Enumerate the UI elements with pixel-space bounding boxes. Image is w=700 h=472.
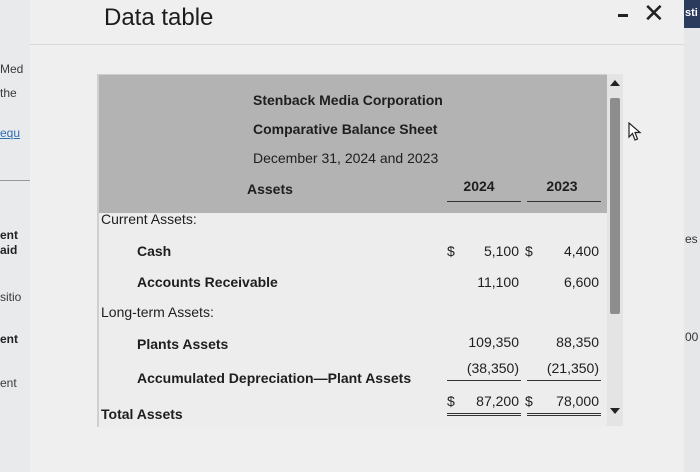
- total-assets-2024: 87,200: [476, 393, 519, 409]
- bg-topbar: sti: [684, 0, 700, 28]
- accum-dep-2023: (21,350): [546, 360, 599, 376]
- accum-dep-2024: (38,350): [466, 360, 519, 376]
- currency-symbol: $: [447, 393, 455, 409]
- subtotal-rule-2023: [527, 380, 601, 381]
- currency-symbol: $: [525, 393, 533, 409]
- balance-sheet-table: Stenback Media Corporation Comparative B…: [97, 74, 607, 427]
- bg-text: ent: [0, 332, 18, 346]
- row-label-accumulated-depreciation: Accumulated Depreciation—Plant Assets: [137, 370, 412, 386]
- currency-symbol: $: [447, 243, 455, 259]
- total-assets-2023: 78,000: [556, 393, 599, 409]
- background-app-left: Med the equ ent aid sitio ent ent: [0, 0, 30, 472]
- currency-symbol: $: [525, 243, 533, 259]
- subtotal-rule-2024: [447, 380, 521, 381]
- bg-text: aid: [0, 243, 18, 257]
- ar-2023: 6,600: [563, 274, 599, 290]
- dialog-title: Data table: [104, 4, 214, 31]
- scroll-thumb[interactable]: [610, 98, 620, 314]
- data-table-dialog: Data table ✕ Stenback Media Corporation …: [30, 0, 684, 472]
- titlebar-divider: [30, 44, 684, 45]
- bg-text: Med: [0, 62, 24, 76]
- bg-text: the: [0, 86, 17, 100]
- row-label-plant-assets: Plants Assets: [137, 336, 229, 352]
- table-scrollbar[interactable]: [607, 74, 623, 426]
- bg-topbar-text: sti: [685, 7, 698, 19]
- bg-text: 00: [685, 330, 699, 344]
- minimize-button[interactable]: [614, 2, 634, 26]
- column-rule-2024: [447, 201, 521, 202]
- background-app-right: sti es 00: [684, 0, 700, 472]
- bg-text: sitio: [0, 290, 22, 304]
- scroll-down-arrow-icon[interactable]: [610, 408, 620, 414]
- bg-text: ent: [0, 228, 18, 242]
- cash-2024: 5,100: [483, 243, 519, 259]
- bg-link[interactable]: equ: [0, 126, 21, 140]
- bg-divider: [0, 180, 30, 181]
- column-header-2024: 2024: [463, 178, 495, 194]
- group-long-term-assets: Long-term Assets:: [101, 304, 214, 320]
- table-header-shade: [99, 75, 607, 213]
- row-label-total-assets: Total Assets: [101, 406, 183, 422]
- group-current-assets: Current Assets:: [101, 211, 197, 227]
- row-label-accounts-receivable: Accounts Receivable: [137, 274, 278, 290]
- column-header-2023: 2023: [546, 178, 578, 194]
- plant-assets-2024: 109,350: [468, 334, 519, 350]
- total-double-rule-2023: [527, 413, 601, 416]
- cash-2023: 4,400: [563, 243, 599, 259]
- company-name: Stenback Media Corporation: [253, 92, 443, 108]
- total-double-rule-2024: [447, 413, 521, 416]
- scroll-up-arrow-icon[interactable]: [610, 80, 620, 86]
- row-label-cash: Cash: [137, 243, 172, 259]
- bg-text: ent: [0, 376, 17, 390]
- column-rule-2023: [527, 201, 601, 202]
- statement-title: Comparative Balance Sheet: [253, 121, 438, 137]
- section-header-assets: Assets: [247, 181, 293, 197]
- ar-2024: 11,100: [477, 274, 519, 290]
- mouse-cursor-icon: [628, 122, 642, 141]
- statement-date: December 31, 2024 and 2023: [253, 150, 439, 166]
- close-icon[interactable]: ✕: [643, 0, 665, 28]
- bg-text: es: [685, 232, 698, 246]
- plant-assets-2023: 88,350: [556, 334, 599, 350]
